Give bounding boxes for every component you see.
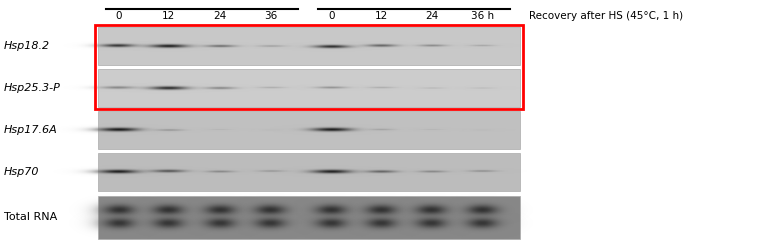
Text: 36: 36 — [264, 11, 278, 21]
Bar — [98, 69, 520, 107]
Text: Recovery after HS (45°C, 1 h): Recovery after HS (45°C, 1 h) — [529, 11, 683, 21]
Text: 24: 24 — [425, 11, 439, 21]
Text: 0: 0 — [328, 11, 334, 21]
Text: 12: 12 — [374, 11, 388, 21]
Bar — [98, 111, 520, 149]
Text: Hsp70: Hsp70 — [4, 167, 39, 177]
Text: Hsp17.6A: Hsp17.6A — [4, 125, 58, 135]
Text: Total RNA: Total RNA — [4, 212, 57, 222]
Text: 0: 0 — [116, 11, 122, 21]
Text: 12: 12 — [162, 11, 176, 21]
Bar — [98, 196, 520, 239]
Bar — [98, 153, 520, 191]
Text: Hsp25.3-P: Hsp25.3-P — [4, 83, 61, 93]
Text: 24: 24 — [213, 11, 227, 21]
Text: 36 h: 36 h — [471, 11, 494, 21]
Text: Hsp18.2: Hsp18.2 — [4, 41, 50, 51]
Bar — [95, 25, 523, 109]
Bar — [98, 27, 520, 65]
